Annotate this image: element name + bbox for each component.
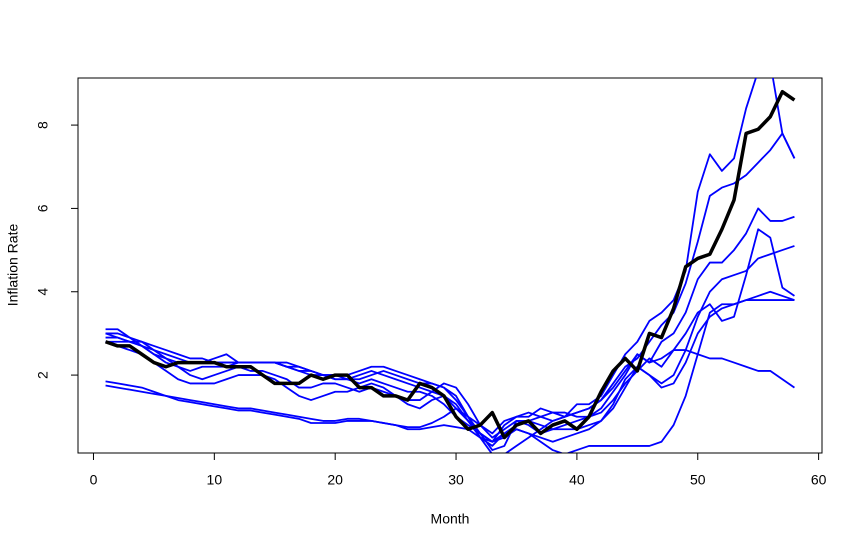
x-tick-label: 30 bbox=[448, 472, 464, 488]
y-tick-label: 2 bbox=[35, 371, 51, 379]
plot-frame bbox=[77, 77, 823, 454]
x-tick-label: 20 bbox=[327, 472, 343, 488]
series-line bbox=[105, 290, 795, 443]
series-line bbox=[105, 245, 795, 451]
x-tick-label: 0 bbox=[90, 472, 98, 488]
y-axis-label: Inflation Rate bbox=[5, 224, 21, 307]
series-line bbox=[105, 207, 795, 447]
series-line bbox=[104, 90, 796, 440]
x-tick-label: 10 bbox=[207, 472, 223, 488]
x-tick-label: 60 bbox=[811, 472, 827, 488]
series-line bbox=[105, 299, 795, 453]
x-tick-label: 40 bbox=[569, 472, 585, 488]
x-axis-label: Month bbox=[431, 511, 470, 527]
y-tick-label: 6 bbox=[35, 204, 51, 212]
series-line bbox=[105, 228, 795, 439]
lines bbox=[104, 78, 796, 453]
y-tick-label: 4 bbox=[35, 288, 51, 296]
y-tick-label: 8 bbox=[35, 121, 51, 129]
series-line bbox=[105, 332, 795, 453]
x-tick-label: 50 bbox=[690, 472, 706, 488]
series-line bbox=[105, 132, 796, 443]
